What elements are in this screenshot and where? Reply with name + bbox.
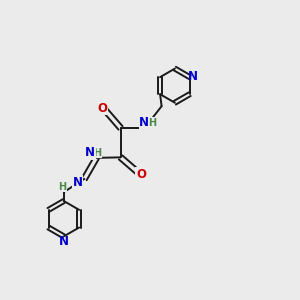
Text: N: N bbox=[59, 235, 69, 248]
Text: H: H bbox=[58, 182, 66, 192]
Text: H: H bbox=[148, 118, 156, 128]
Text: O: O bbox=[98, 102, 107, 115]
Text: N: N bbox=[85, 146, 95, 159]
Text: O: O bbox=[136, 168, 146, 181]
Text: N: N bbox=[139, 116, 149, 129]
Text: N: N bbox=[188, 70, 198, 83]
Text: H: H bbox=[93, 148, 101, 158]
Text: N: N bbox=[73, 176, 83, 189]
